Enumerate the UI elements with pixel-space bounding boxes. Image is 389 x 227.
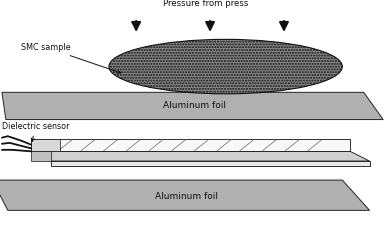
Text: Dielectric sensor: Dielectric sensor <box>2 122 70 141</box>
Text: Pressure from press: Pressure from press <box>163 0 249 7</box>
Polygon shape <box>2 92 383 120</box>
Polygon shape <box>31 139 60 151</box>
Polygon shape <box>31 151 51 161</box>
Text: Aluminum foil: Aluminum foil <box>163 101 226 110</box>
Polygon shape <box>0 180 370 210</box>
Polygon shape <box>31 139 350 151</box>
Text: Aluminum foil: Aluminum foil <box>155 192 218 201</box>
Polygon shape <box>51 161 370 166</box>
Ellipse shape <box>109 39 342 94</box>
Text: SMC sample: SMC sample <box>21 43 121 73</box>
Polygon shape <box>31 151 370 161</box>
